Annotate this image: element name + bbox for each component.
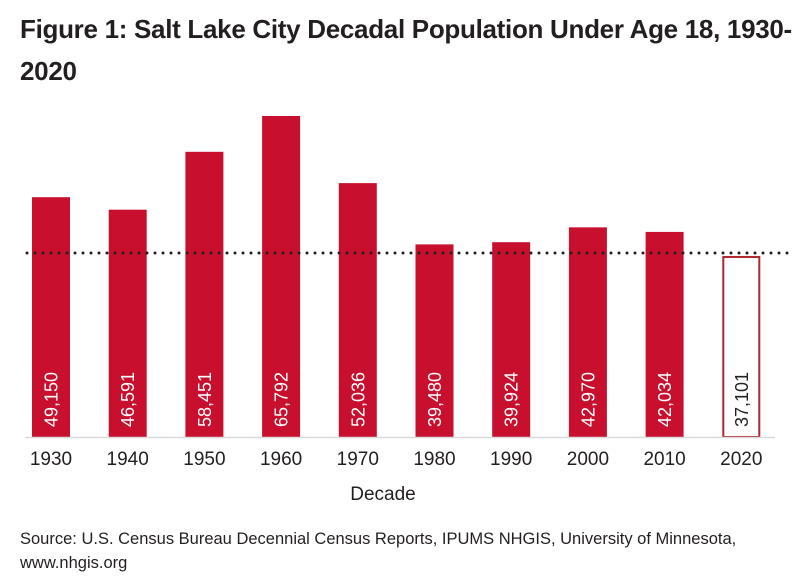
x-tick-1980: 1980 <box>413 449 455 470</box>
bar-1970 <box>338 183 377 437</box>
data-label-2000: 42,970 <box>578 372 598 427</box>
x-tick-2000: 2000 <box>567 449 609 470</box>
bar-1960 <box>262 116 301 437</box>
x-tick-1960: 1960 <box>260 449 302 470</box>
data-label-1950: 58,451 <box>195 372 215 427</box>
bar-1940 <box>108 209 147 437</box>
data-label-1940: 46,591 <box>118 372 138 427</box>
x-tick-2010: 2010 <box>643 449 685 470</box>
source-note: Source: U.S. Census Bureau Decennial Cen… <box>20 530 737 572</box>
bar-2010 <box>645 231 684 437</box>
bar-2000 <box>568 227 607 437</box>
data-label-1990: 39,924 <box>502 372 522 427</box>
data-label-2020: 37,101 <box>732 372 752 427</box>
bar-1980 <box>415 244 454 437</box>
x-tick-1950: 1950 <box>183 449 225 470</box>
data-label-1930: 49,150 <box>42 372 62 427</box>
x-axis-label: Decade <box>350 484 416 505</box>
data-label-1980: 39,480 <box>425 372 445 427</box>
bar-2020 <box>722 255 761 439</box>
data-label-1960: 65,792 <box>272 372 292 427</box>
data-label-2010: 42,034 <box>655 372 675 427</box>
x-tick-1930: 1930 <box>30 449 72 470</box>
x-tick-1970: 1970 <box>337 449 379 470</box>
x-tick-1990: 1990 <box>490 449 532 470</box>
data-label-1970: 52,036 <box>348 372 368 427</box>
chart-title: Figure 1: Salt Lake City Decadal Populat… <box>20 14 792 86</box>
x-tick-2020: 2020 <box>720 449 762 470</box>
bar-1990 <box>492 242 531 437</box>
bar-1930 <box>32 197 70 437</box>
bar-1950 <box>185 151 224 437</box>
x-tick-1940: 1940 <box>107 449 149 470</box>
